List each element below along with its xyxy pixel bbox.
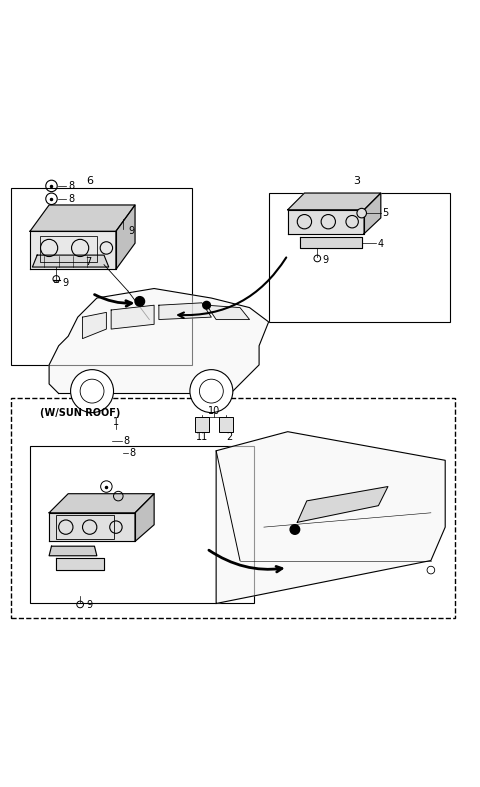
Text: 2: 2 <box>227 432 233 442</box>
Text: 8: 8 <box>123 436 129 446</box>
Polygon shape <box>297 486 388 523</box>
Polygon shape <box>49 546 97 556</box>
Polygon shape <box>49 513 135 541</box>
Polygon shape <box>30 231 116 269</box>
Bar <box>11 398 455 618</box>
Text: 9: 9 <box>62 278 69 288</box>
Circle shape <box>357 209 366 218</box>
Polygon shape <box>111 305 154 329</box>
Text: 8: 8 <box>129 448 135 458</box>
Circle shape <box>203 301 210 309</box>
Bar <box>11 188 192 365</box>
Polygon shape <box>116 205 135 269</box>
Polygon shape <box>159 303 211 320</box>
Text: 1: 1 <box>113 417 119 427</box>
Text: 11: 11 <box>196 432 208 442</box>
Text: 9: 9 <box>129 226 135 236</box>
Polygon shape <box>135 493 154 541</box>
Bar <box>56 515 114 539</box>
Circle shape <box>190 370 233 412</box>
Circle shape <box>135 297 144 306</box>
Text: 5: 5 <box>382 208 388 218</box>
Polygon shape <box>49 289 269 394</box>
Text: 7: 7 <box>85 257 91 268</box>
Text: 8: 8 <box>68 194 74 204</box>
Polygon shape <box>216 432 445 604</box>
Polygon shape <box>33 255 109 267</box>
Text: 9: 9 <box>86 600 93 610</box>
Circle shape <box>71 370 114 412</box>
Polygon shape <box>288 193 381 210</box>
Text: 3: 3 <box>353 176 360 187</box>
Polygon shape <box>56 558 104 570</box>
Polygon shape <box>364 193 381 234</box>
Polygon shape <box>30 205 135 231</box>
Text: (W/SUN ROOF): (W/SUN ROOF) <box>39 408 120 418</box>
Bar <box>30 446 254 604</box>
Polygon shape <box>300 237 362 248</box>
Circle shape <box>290 525 300 534</box>
Bar <box>39 236 97 262</box>
Bar <box>195 417 209 432</box>
Polygon shape <box>83 312 107 338</box>
Text: 6: 6 <box>86 176 93 187</box>
Bar <box>269 193 450 322</box>
Bar <box>218 417 233 432</box>
Text: 4: 4 <box>377 239 384 249</box>
Text: 10: 10 <box>208 406 220 416</box>
Text: 8: 8 <box>68 181 74 191</box>
Polygon shape <box>49 493 154 513</box>
Text: 9: 9 <box>322 255 328 265</box>
Polygon shape <box>206 305 250 320</box>
Polygon shape <box>288 210 364 234</box>
